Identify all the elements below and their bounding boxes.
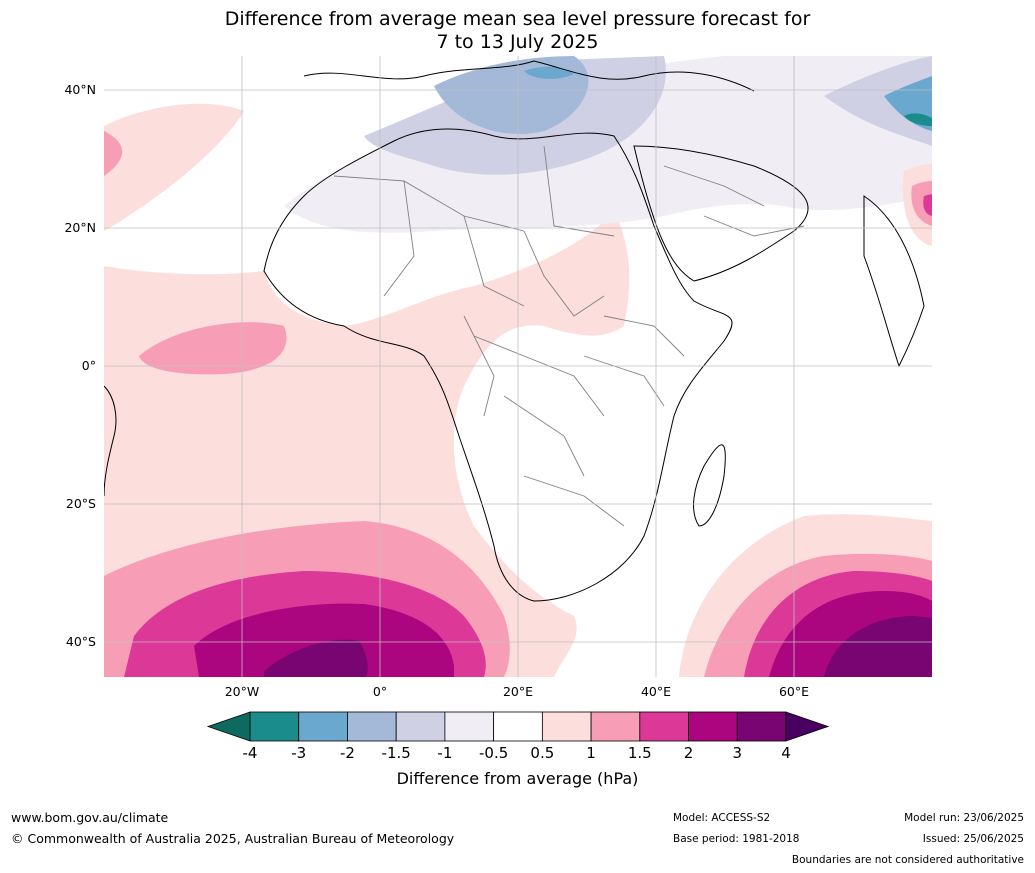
- footer-website[interactable]: www.bom.gov.au/climate: [11, 810, 169, 825]
- colorbar-segment: [395, 711, 446, 742]
- colorbar-over-arrow: [785, 711, 830, 742]
- colorbar-segment: [639, 711, 689, 742]
- colorbar-tick-label: 0.5: [530, 744, 555, 762]
- lon-label-20e: 20°E: [502, 684, 534, 699]
- colorbar-segment: [493, 711, 543, 742]
- lat-label-20s: 20°S: [65, 496, 96, 511]
- colorbar-segment: [249, 711, 300, 742]
- anomaly-south-atlantic-3: [194, 603, 454, 677]
- colorbar-tick-label: -2: [339, 744, 355, 762]
- colorbar-segment: [347, 711, 397, 742]
- colorbar-tick-label: 4: [781, 744, 791, 762]
- lon-label-20w: 20°W: [224, 684, 260, 699]
- africa-coast: [263, 128, 733, 602]
- footer-model: Model: ACCESS-S2: [673, 812, 771, 824]
- title-line-2: 7 to 13 July 2025: [436, 31, 599, 53]
- graticule: [104, 56, 932, 677]
- colorbar-segment: [541, 711, 592, 742]
- lat-label-0: 0°: [81, 358, 96, 373]
- anomaly-asia-minus1: [824, 56, 932, 146]
- colorbar-segment: [444, 711, 495, 742]
- anomaly-asia-minus3: [904, 113, 932, 126]
- colorbar-segment: [590, 711, 641, 742]
- footer-model-run: Model run: 23/06/2025: [904, 812, 1024, 824]
- colorbar-label: Difference from average (hPa): [396, 769, 639, 788]
- lat-label-20n: 20°N: [64, 220, 96, 235]
- colorbar-tick-label: -0.5: [478, 744, 509, 762]
- map-title: Difference from average mean sea level p…: [0, 8, 1035, 54]
- anomaly-south-atlantic-4: [264, 639, 368, 677]
- colorbar-segment: [736, 711, 787, 742]
- colorbar-tick-label: -3: [291, 744, 307, 762]
- lon-label-60e: 60°E: [778, 684, 810, 699]
- colorbar-tick-label: 1: [586, 744, 596, 762]
- colorbar-tick-label: 1.5: [627, 744, 652, 762]
- colorbar-segment: [298, 711, 348, 742]
- colorbar-tick-label: 3: [732, 744, 743, 762]
- lat-label-40n: 40°N: [64, 82, 96, 97]
- madagascar-coast: [693, 444, 726, 527]
- colorbar-segments: [249, 711, 787, 742]
- lon-label-0: 0°: [372, 684, 388, 699]
- lat-label-40s: 40°S: [65, 634, 96, 649]
- anomaly-tropical-atlantic-mid: [139, 322, 287, 375]
- colorbar-segment: [688, 711, 738, 742]
- footer-disclaimer: Boundaries are not considered authoritat…: [791, 854, 1024, 866]
- colorbar-tick-label: -1.5: [381, 744, 411, 762]
- footer-issued: Issued: 25/06/2025: [922, 833, 1024, 845]
- colorbar-tick-label: -4: [242, 744, 258, 762]
- coastlines: [104, 60, 925, 602]
- anomaly-nw-atlantic-mid: [104, 131, 123, 176]
- footer-copyright: © Commonwealth of Australia 2025, Austra…: [11, 831, 455, 846]
- colorbar-under-arrow: [206, 711, 251, 742]
- europe-coast: [303, 60, 755, 92]
- footer-base-period: Base period: 1981-2018: [673, 833, 800, 845]
- colorbar-tick-label: -1: [437, 744, 453, 762]
- map-panel[interactable]: [104, 56, 932, 677]
- anomaly-nw-atlantic-light: [104, 103, 244, 231]
- india-coast: [863, 195, 925, 368]
- south-america-coast: [104, 385, 117, 497]
- map-svg: [104, 56, 932, 677]
- borders: [333, 145, 805, 527]
- anomaly-med-minus2: [524, 66, 574, 79]
- anomaly-arabian-2: [923, 194, 932, 216]
- anomaly-south-indian-4: [824, 616, 932, 677]
- title-line-1: Difference from average mean sea level p…: [224, 8, 811, 30]
- lon-label-40e: 40°E: [640, 684, 672, 699]
- anomaly-arabian-15: [911, 181, 932, 226]
- colorbar-tick-label: 2: [683, 744, 694, 762]
